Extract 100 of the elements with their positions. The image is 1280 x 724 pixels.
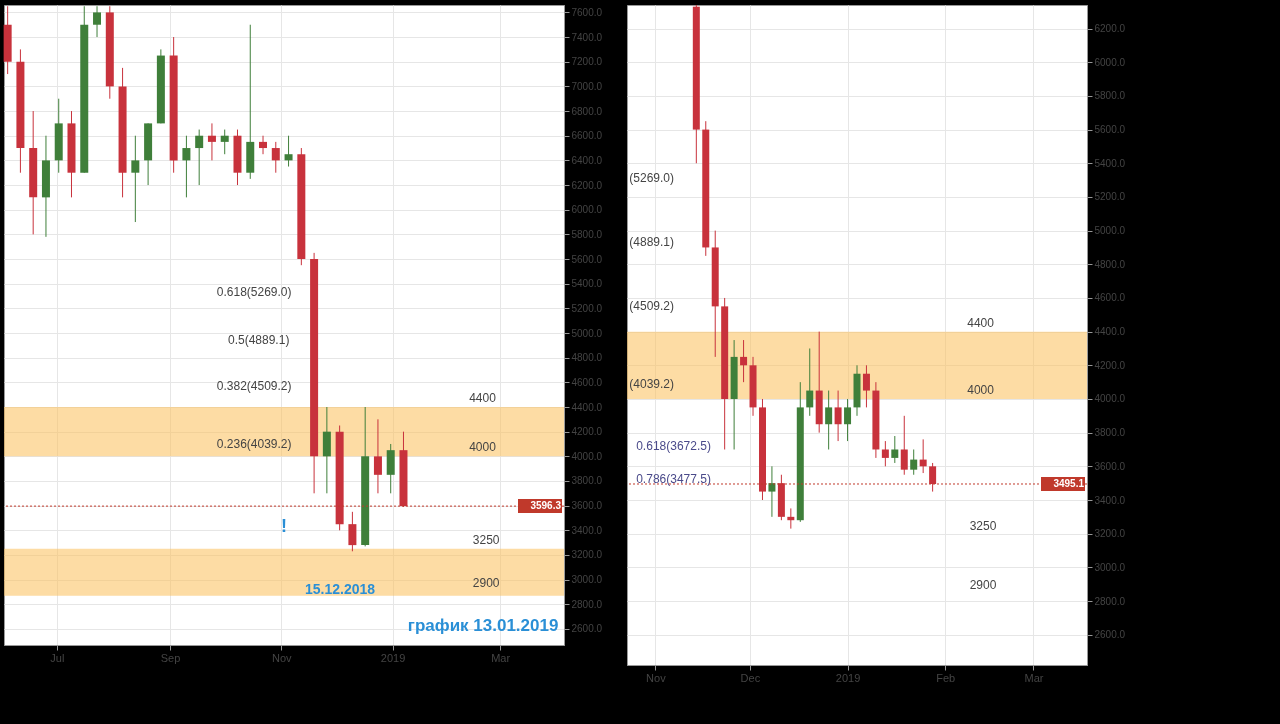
y-tick-label: 4600.0 xyxy=(571,376,603,388)
x-tick-label: Nov xyxy=(646,671,667,684)
y-tick-label: 6200.0 xyxy=(571,179,603,191)
candlestick xyxy=(348,511,357,552)
candlestick xyxy=(900,415,908,476)
annotation: 0.786(3477.5) xyxy=(636,472,711,487)
y-tick-label: 4400.0 xyxy=(1094,326,1126,338)
y-tick-label: 5600.0 xyxy=(1094,124,1126,136)
annotation: 15.12.2018 xyxy=(304,581,376,597)
y-tick-label: 6800.0 xyxy=(571,105,603,117)
y-tick-label: 5200.0 xyxy=(571,302,603,314)
y-tick-label: 5200.0 xyxy=(1094,191,1126,203)
annotation: (4509.2) xyxy=(629,299,674,314)
x-tick-label: Mar xyxy=(1024,671,1044,684)
candlestick xyxy=(373,418,382,494)
ref-line-label: 3495.1 xyxy=(1053,477,1085,489)
y-tick-label: 5400.0 xyxy=(571,278,603,290)
x-tick-label: 2019 xyxy=(835,671,861,684)
annotation: (4039.2) xyxy=(629,377,674,392)
y-tick-label: 6600.0 xyxy=(571,130,603,142)
y-tick-label: 7600.0 xyxy=(571,6,603,18)
annotation: (4889.1) xyxy=(629,235,674,250)
annotation: ! xyxy=(281,516,287,537)
candlestick xyxy=(891,435,899,464)
y-tick-label: 4000.0 xyxy=(571,450,603,462)
annotation: 3250 xyxy=(472,532,500,547)
y-tick-label: 3400.0 xyxy=(1094,494,1126,506)
annotation: 0.618(3672.5) xyxy=(636,439,711,454)
candlestick xyxy=(220,129,229,155)
y-tick-label: 3600.0 xyxy=(1094,460,1126,472)
y-tick-label: 3800.0 xyxy=(571,475,603,487)
y-tick-label: 2600.0 xyxy=(571,623,603,635)
x-tick-label: Mar xyxy=(491,651,511,664)
x-tick-label: Nov xyxy=(271,651,293,664)
y-tick-label: 3800.0 xyxy=(1094,427,1126,439)
candlestick xyxy=(207,122,216,161)
x-tick-label: Feb xyxy=(936,671,956,684)
annotation: 0.618(5269.0) xyxy=(216,285,292,300)
y-tick-label: 4000.0 xyxy=(1094,393,1126,405)
annotation: 3250 xyxy=(969,519,997,533)
candlestick xyxy=(834,390,842,442)
y-tick-label: 6200.0 xyxy=(1094,23,1126,35)
annotation: график 13.01.2019 xyxy=(407,616,559,636)
candlestick xyxy=(284,135,293,168)
candlestick xyxy=(844,398,852,442)
annotation: 4000 xyxy=(469,440,497,455)
y-tick-label: 4800.0 xyxy=(1094,258,1126,270)
y-tick-label: 3000.0 xyxy=(1094,561,1126,573)
annotation: 0.236(4039.2) xyxy=(216,437,292,452)
candlestick xyxy=(929,462,937,493)
y-tick-label: 5600.0 xyxy=(571,253,603,265)
y-tick-label: 5400.0 xyxy=(1094,157,1126,169)
y-tick-label: 6400.0 xyxy=(571,154,603,166)
y-tick-label: 4400.0 xyxy=(571,401,603,413)
annotation: (5269.0) xyxy=(629,171,674,186)
candlestick xyxy=(259,135,268,155)
y-tick-label: 7200.0 xyxy=(571,56,603,68)
candlestick xyxy=(93,5,102,38)
y-tick-label: 3200.0 xyxy=(1094,528,1126,540)
annotation: 4400 xyxy=(967,315,995,330)
annotation: 2900 xyxy=(969,578,997,593)
y-tick-label: 2800.0 xyxy=(1094,595,1126,607)
y-tick-label: 3400.0 xyxy=(571,524,603,536)
candlestick xyxy=(131,135,140,223)
annotation: 4400 xyxy=(469,391,497,405)
y-tick-label: 4600.0 xyxy=(1094,292,1126,304)
y-tick-label: 5000.0 xyxy=(571,327,603,339)
y-tick-label: 3200.0 xyxy=(571,549,603,561)
ref-line-label: 3596.3 xyxy=(530,500,562,512)
candlestick xyxy=(910,448,918,476)
y-tick-label: 2600.0 xyxy=(1094,629,1126,641)
y-tick-label: 4200.0 xyxy=(1094,359,1126,371)
y-tick-label: 5000.0 xyxy=(1094,225,1126,237)
y-tick-label: 6000.0 xyxy=(1094,56,1126,68)
y-tick-label: 3000.0 xyxy=(571,574,603,586)
y-tick-label: 6000.0 xyxy=(571,204,603,216)
candlestick xyxy=(768,465,776,518)
x-tick-label: Sep xyxy=(160,651,181,664)
x-tick-label: Jul xyxy=(50,651,65,664)
y-tick-label: 4800.0 xyxy=(571,352,603,364)
y-tick-label: 7400.0 xyxy=(571,31,603,43)
candlestick xyxy=(825,390,833,450)
candlestick xyxy=(271,141,280,174)
y-tick-label: 3600.0 xyxy=(571,500,603,512)
x-tick-label: 2019 xyxy=(380,651,406,664)
annotation: 2900 xyxy=(472,575,500,590)
candlestick xyxy=(862,364,870,408)
annotation: 0.5(4889.1) xyxy=(228,333,290,348)
x-tick-label: Dec xyxy=(740,671,761,684)
y-tick-label: 7000.0 xyxy=(571,80,603,92)
candlestick xyxy=(806,347,814,417)
candlestick xyxy=(182,135,191,198)
y-tick-label: 2800.0 xyxy=(571,598,603,610)
y-tick-label: 5800.0 xyxy=(1094,90,1126,102)
annotation: 0.382(4509.2) xyxy=(216,379,292,394)
candlestick xyxy=(881,440,889,467)
candlestick xyxy=(740,339,748,383)
y-tick-label: 5800.0 xyxy=(571,228,603,240)
candlestick xyxy=(195,129,204,186)
annotation: 4000 xyxy=(967,382,995,397)
